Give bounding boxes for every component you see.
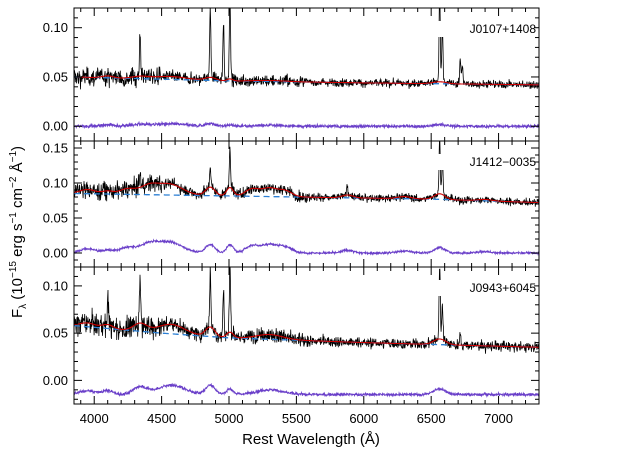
observed-spectrum-line xyxy=(74,8,539,90)
panels-layer: 0.00 0.05 0.10 J0107+1408 0.00 0.05 0.10 0.15 J1… xyxy=(43,7,540,405)
x-axis-title: Rest Wavelength (Å) xyxy=(242,431,380,448)
panel-plot-area xyxy=(74,8,539,130)
x-tick-label: 4000 xyxy=(80,411,109,426)
panel-label: J0943+6045 xyxy=(470,281,537,295)
y-tick-label: 0.10 xyxy=(43,278,68,293)
panel-label: J0107+1408 xyxy=(470,22,537,36)
panel-label-bg xyxy=(418,154,534,170)
y-tick-label: 0.10 xyxy=(43,20,68,35)
y-axis-title-base: F xyxy=(9,309,26,318)
panel-1: 0.00 0.05 0.10 J0107+1408 xyxy=(43,7,540,142)
x-tick-labels: 4000 4500 5000 5500 6000 6500 7000 xyxy=(80,411,513,426)
x-tick-label: 6500 xyxy=(417,411,446,426)
panel-label: J1412−0035 xyxy=(470,155,537,169)
y-axis-title-exp2: −1 xyxy=(8,212,19,224)
y-axis-title-sub: λ xyxy=(18,304,29,309)
y-axis-title-exp4: −1 xyxy=(8,151,19,163)
total-model-line xyxy=(74,322,539,348)
panel-plot-area xyxy=(74,141,539,256)
y-tick-label: 0.15 xyxy=(43,141,68,156)
residual-line xyxy=(74,382,539,398)
panel-label-bg xyxy=(418,21,534,37)
y-axis-title-mid2: cm xyxy=(9,188,26,212)
y-axis-title-mid1: erg s xyxy=(9,224,26,262)
x-tick-label: 5500 xyxy=(282,411,311,426)
y-tick-label: 0.05 xyxy=(43,326,68,341)
y-axis-title-close: ) xyxy=(9,146,26,151)
residual-line xyxy=(74,238,539,256)
x-tick-label: 4500 xyxy=(147,411,176,426)
y-tick-label: 0.05 xyxy=(43,211,68,226)
observed-spectrum-line xyxy=(74,141,539,207)
residual-line xyxy=(74,120,539,130)
panel-plot-area xyxy=(74,267,539,398)
y-tick-label: 0.00 xyxy=(43,246,68,261)
y-tick-label: 0.00 xyxy=(43,119,68,134)
y-tick-label: 0.05 xyxy=(43,69,68,84)
x-tick-label: 5000 xyxy=(215,411,244,426)
panel-3: 0.00 0.05 0.10 J0943+6045 xyxy=(43,266,540,405)
y-axis-title-exp1: −15 xyxy=(8,261,19,278)
total-model-line xyxy=(74,182,539,204)
x-tick-label: 7000 xyxy=(484,411,513,426)
y-tick-label: 0.00 xyxy=(43,373,68,388)
y-axis-title: Fλ (10−15 erg s−1 cm−2 Å−1) xyxy=(8,146,29,318)
y-axis-title-exp3: −2 xyxy=(8,176,19,188)
panel-frame xyxy=(73,266,540,405)
panel-label-bg xyxy=(418,280,534,296)
y-axis-title-mid3: Å xyxy=(9,162,26,176)
y-tick-label: 0.10 xyxy=(43,176,68,191)
panel-2: 0.00 0.05 0.10 0.15 J1412−0035 xyxy=(43,140,540,268)
y-axis-title-open: (10 xyxy=(9,278,26,304)
total-model-line xyxy=(74,75,539,86)
x-tick-label: 6000 xyxy=(349,411,378,426)
